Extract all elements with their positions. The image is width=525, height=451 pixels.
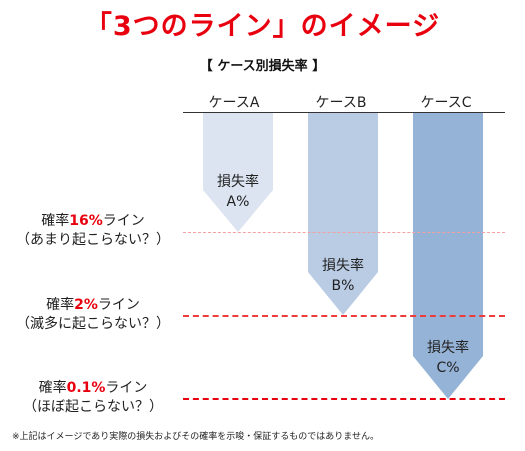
case-c-arrow [413,113,483,399]
line-01-label: 確率0.1%ライン （ほぼ起こらない？） [8,379,178,417]
line-2-suffix: ライン [97,297,140,313]
line-01-pct: 0.1% [66,380,106,396]
line-2-label: 確率2%ライン （滅多に起こらない？） [8,296,178,334]
line-16-label: 確率16%ライン （あまり起こらない？） [8,212,178,250]
case-b-label: 損失率 B% [303,256,383,296]
line-2-pct: 2% [74,297,98,313]
case-a-arrow [203,113,273,232]
line-01-note: （ほぼ起こらない？） [23,399,163,415]
line-16-pct: 16% [69,213,103,229]
chart-subtitle: 【 ケース別損失率 】 [199,59,326,74]
line-16-suffix: ライン [102,213,145,229]
disclaimer-footnote: ※上記はイメージであり実際の損失およびその確率を示唆・保証するものではありません… [12,432,380,442]
case-a-label-line1: 損失率 [217,174,259,190]
line-2-dashed [183,315,505,317]
case-a-label: 損失率 A% [198,172,278,212]
case-b-label-line1: 損失率 [322,258,364,274]
case-b-arrow [308,113,378,315]
line-01-dashed [183,398,505,400]
case-a-header: ケースA [208,95,260,111]
case-a-label-line2: A% [226,194,250,210]
case-c-label-line1: 損失率 [427,340,469,356]
case-b-header: ケースB [315,95,367,111]
case-c-header: ケースC [420,95,472,111]
line-2-note: （滅多に起こらない？） [16,316,170,332]
line-01-suffix: ライン [105,380,148,396]
page-title: 「3つのライン」のイメージ [84,11,441,42]
line-01-prefix: 確率 [38,380,67,396]
case-c-label-line2: C% [436,360,460,376]
line-16-dashed [183,232,505,233]
line-16-note: （あまり起こらない？） [16,232,170,248]
case-b-label-line2: B% [331,278,355,294]
case-c-label: 損失率 C% [408,338,488,378]
line-2-prefix: 確率 [46,297,75,313]
header-divider [183,112,505,113]
line-16-prefix: 確率 [41,213,70,229]
